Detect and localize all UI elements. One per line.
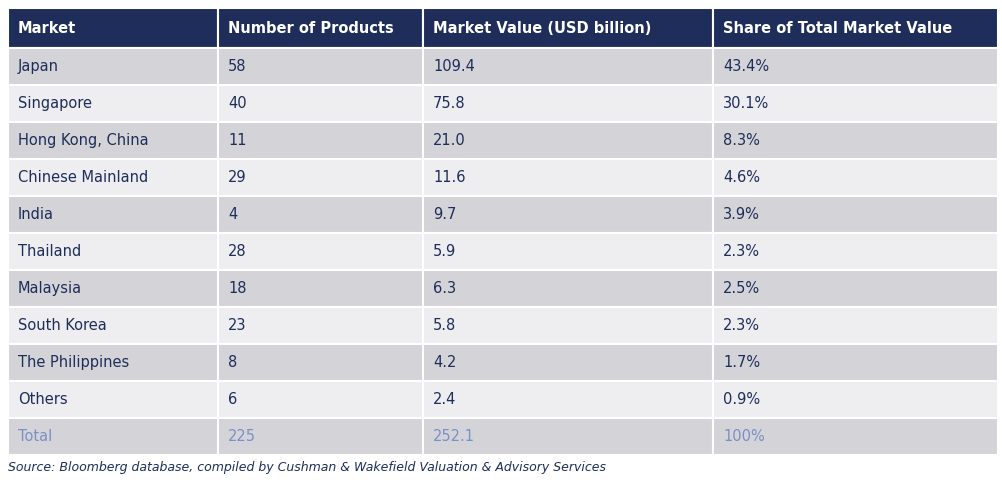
Bar xyxy=(423,233,712,270)
Text: Singapore: Singapore xyxy=(18,96,92,111)
Bar xyxy=(712,85,997,122)
Text: India: India xyxy=(18,207,54,222)
Bar xyxy=(217,8,423,48)
Bar xyxy=(423,196,712,233)
Bar xyxy=(712,196,997,233)
Bar xyxy=(712,307,997,344)
Text: Total: Total xyxy=(18,429,52,444)
Text: 58: 58 xyxy=(227,59,246,74)
Bar xyxy=(712,159,997,196)
Text: Market: Market xyxy=(18,20,76,35)
Bar xyxy=(8,307,217,344)
Text: 28: 28 xyxy=(227,244,246,259)
Text: Hong Kong, China: Hong Kong, China xyxy=(18,133,148,148)
Bar xyxy=(423,159,712,196)
Bar xyxy=(217,418,423,455)
Text: 23: 23 xyxy=(227,318,246,333)
Text: 11.6: 11.6 xyxy=(433,170,465,185)
Bar xyxy=(8,8,217,48)
Bar xyxy=(217,196,423,233)
Text: 4.6%: 4.6% xyxy=(722,170,760,185)
Text: 21.0: 21.0 xyxy=(433,133,465,148)
Bar xyxy=(423,122,712,159)
Bar xyxy=(423,307,712,344)
Bar xyxy=(8,48,217,85)
Bar xyxy=(217,381,423,418)
Bar xyxy=(423,85,712,122)
Bar xyxy=(217,307,423,344)
Text: 5.8: 5.8 xyxy=(433,318,456,333)
Text: 18: 18 xyxy=(227,281,246,296)
Text: 2.4: 2.4 xyxy=(433,392,456,407)
Bar xyxy=(712,270,997,307)
Text: 100%: 100% xyxy=(722,429,764,444)
Bar xyxy=(217,85,423,122)
Bar xyxy=(8,122,217,159)
Text: Source: Bloomberg database, compiled by Cushman & Wakefield Valuation & Advisory: Source: Bloomberg database, compiled by … xyxy=(8,461,605,474)
Text: Market Value (USD billion): Market Value (USD billion) xyxy=(433,20,650,35)
Bar xyxy=(712,381,997,418)
Bar xyxy=(8,418,217,455)
Bar xyxy=(712,48,997,85)
Bar xyxy=(423,381,712,418)
Text: Chinese Mainland: Chinese Mainland xyxy=(18,170,148,185)
Text: 2.3%: 2.3% xyxy=(722,318,760,333)
Bar xyxy=(8,344,217,381)
Bar xyxy=(217,159,423,196)
Bar xyxy=(423,418,712,455)
Text: Thailand: Thailand xyxy=(18,244,81,259)
Text: 30.1%: 30.1% xyxy=(722,96,769,111)
Text: 109.4: 109.4 xyxy=(433,59,474,74)
Bar xyxy=(217,270,423,307)
Text: South Korea: South Korea xyxy=(18,318,106,333)
Bar xyxy=(712,344,997,381)
Text: 6: 6 xyxy=(227,392,237,407)
Text: 5.9: 5.9 xyxy=(433,244,456,259)
Text: 0.9%: 0.9% xyxy=(722,392,760,407)
Bar xyxy=(217,48,423,85)
Bar xyxy=(712,122,997,159)
Bar xyxy=(8,381,217,418)
Text: Malaysia: Malaysia xyxy=(18,281,82,296)
Text: 43.4%: 43.4% xyxy=(722,59,769,74)
Text: Share of Total Market Value: Share of Total Market Value xyxy=(722,20,951,35)
Bar xyxy=(8,85,217,122)
Bar xyxy=(8,159,217,196)
Bar xyxy=(8,270,217,307)
Bar xyxy=(423,270,712,307)
Text: 3.9%: 3.9% xyxy=(722,207,760,222)
Bar xyxy=(8,196,217,233)
Text: 1.7%: 1.7% xyxy=(722,355,760,370)
Text: 4: 4 xyxy=(227,207,237,222)
Bar xyxy=(712,8,997,48)
Text: The Philippines: The Philippines xyxy=(18,355,129,370)
Bar xyxy=(8,233,217,270)
Bar xyxy=(217,122,423,159)
Text: 4.2: 4.2 xyxy=(433,355,456,370)
Text: 8.3%: 8.3% xyxy=(722,133,760,148)
Text: Number of Products: Number of Products xyxy=(227,20,394,35)
Text: 2.5%: 2.5% xyxy=(722,281,760,296)
Bar xyxy=(712,418,997,455)
Bar xyxy=(217,233,423,270)
Text: Others: Others xyxy=(18,392,67,407)
Bar xyxy=(423,344,712,381)
Text: 2.3%: 2.3% xyxy=(722,244,760,259)
Bar xyxy=(423,48,712,85)
Bar xyxy=(712,233,997,270)
Text: 40: 40 xyxy=(227,96,246,111)
Text: 75.8: 75.8 xyxy=(433,96,465,111)
Text: 225: 225 xyxy=(227,429,256,444)
Text: 11: 11 xyxy=(227,133,246,148)
Text: 252.1: 252.1 xyxy=(433,429,475,444)
Text: 9.7: 9.7 xyxy=(433,207,456,222)
Text: Japan: Japan xyxy=(18,59,59,74)
Text: 29: 29 xyxy=(227,170,246,185)
Text: 6.3: 6.3 xyxy=(433,281,456,296)
Bar xyxy=(423,8,712,48)
Bar xyxy=(217,344,423,381)
Text: 8: 8 xyxy=(227,355,237,370)
